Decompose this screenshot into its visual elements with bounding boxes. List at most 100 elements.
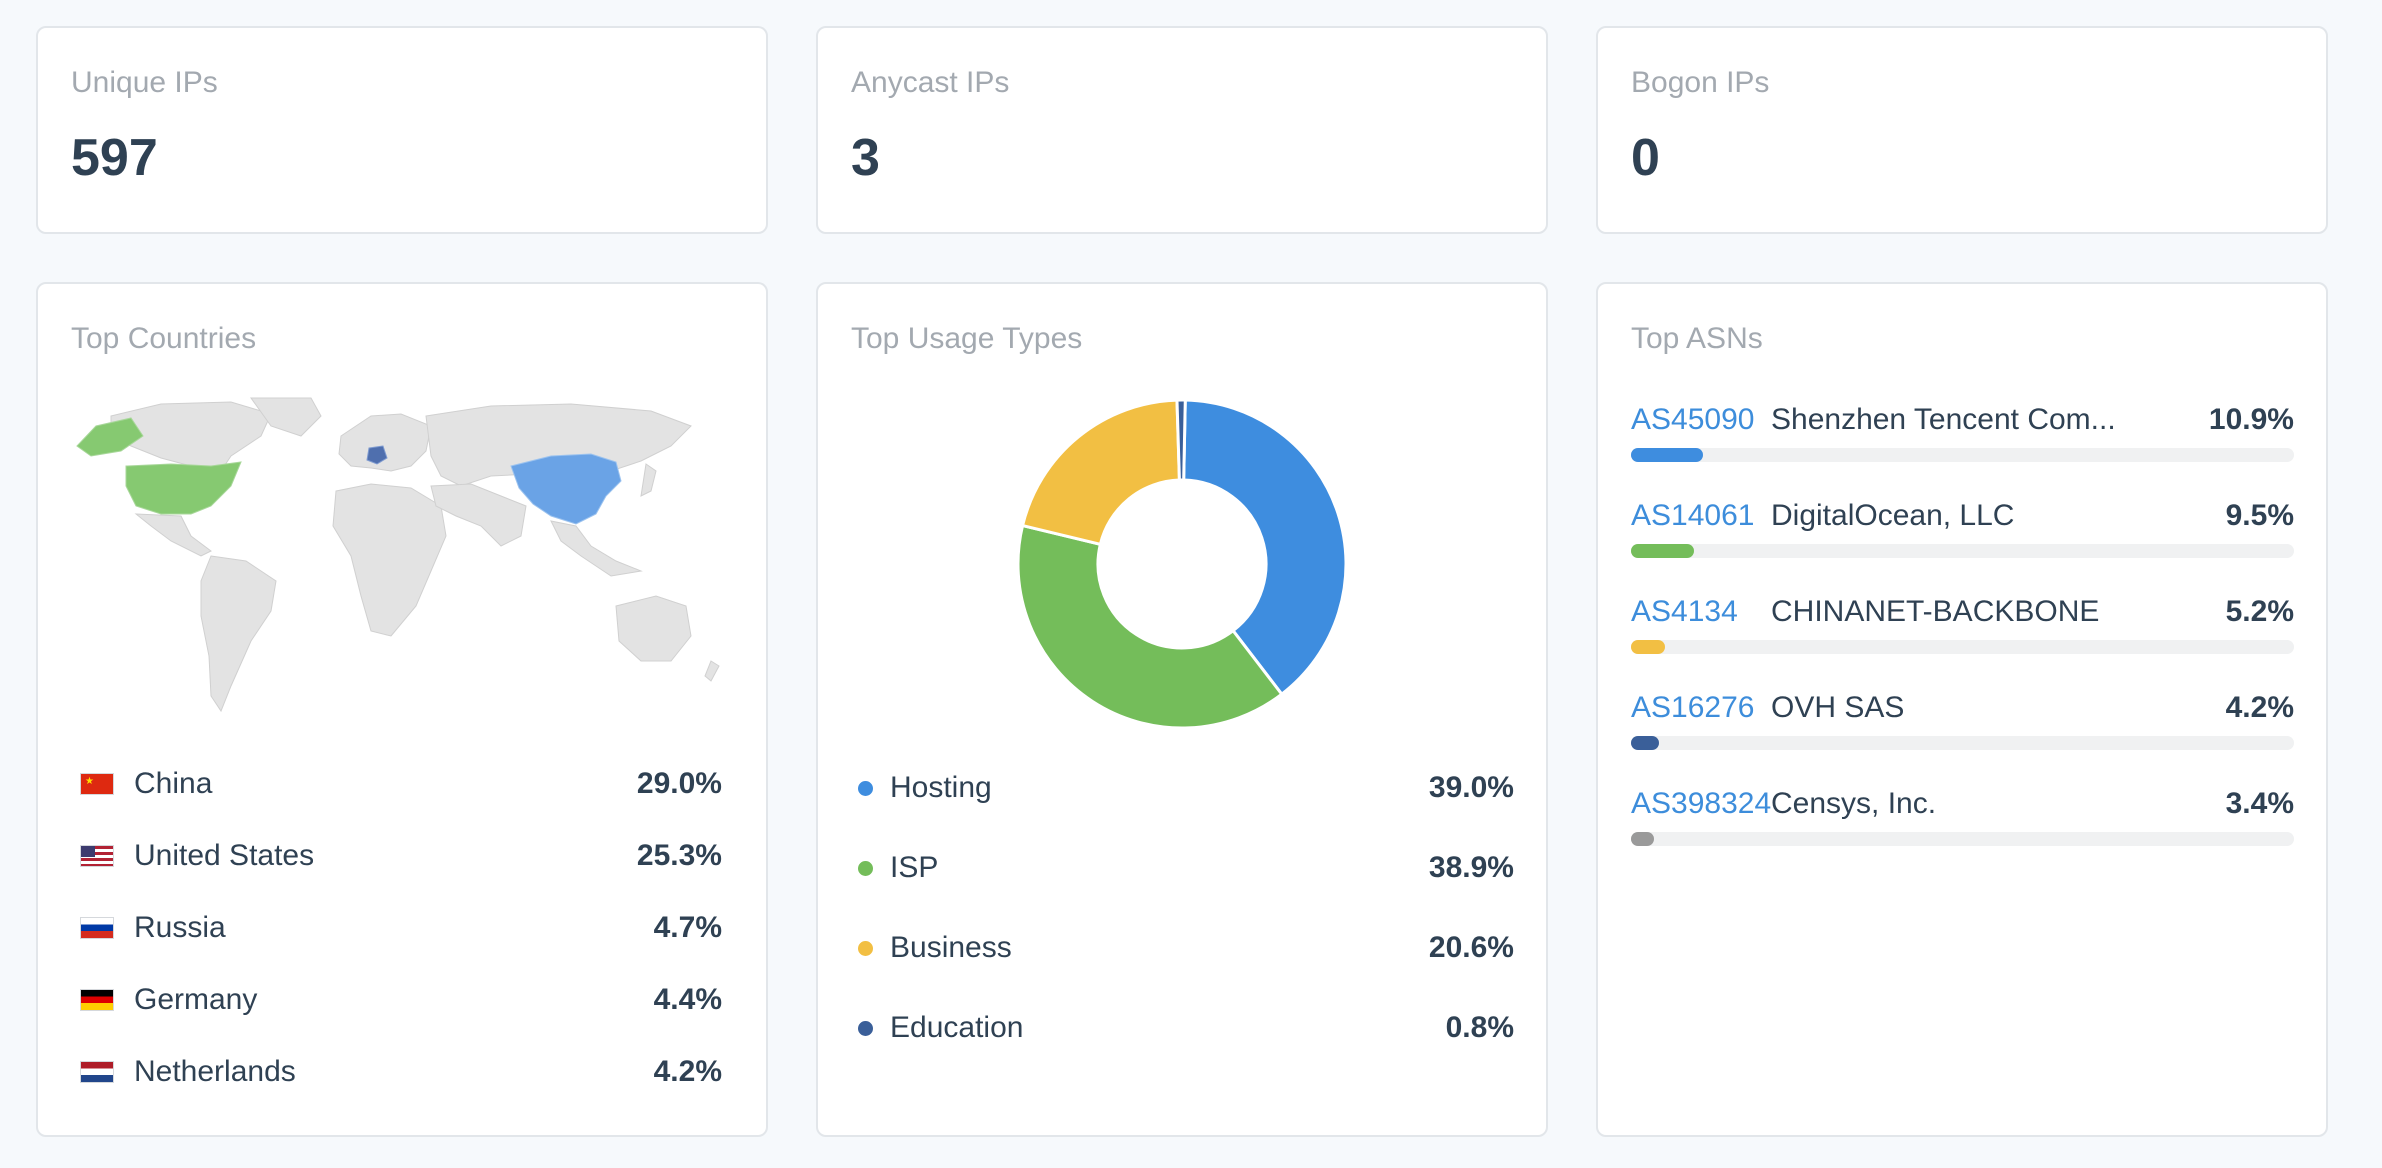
map-alaska — [76, 417, 144, 457]
asn-bar-fill — [1631, 640, 1666, 654]
country-pct: 25.3% — [636, 839, 722, 872]
stat-card-anycast-ips: Anycast IPs 3 — [816, 26, 1548, 234]
asn-pct: 10.9% — [2208, 403, 2294, 436]
asn-name: DigitalOcean, LLC — [1771, 499, 2015, 532]
asn-link[interactable]: AS4134 — [1631, 595, 1738, 628]
map-new-zealand — [704, 660, 720, 682]
donut-slice-education[interactable] — [1175, 398, 1187, 482]
map-mexico — [134, 513, 212, 557]
card-title: Top ASNs — [1631, 322, 1763, 355]
top-asns-card: Top ASNs AS45090 Shenzhen Tencent Com...… — [1596, 282, 2328, 1137]
country-name: Germany — [134, 983, 258, 1016]
country-pct: 29.0% — [636, 767, 722, 800]
top-countries-card: Top Countries ★ — [36, 282, 768, 1137]
usage-name: Business — [890, 931, 1012, 964]
country-row-netherlands[interactable]: Netherlands 4.2% — [80, 1052, 722, 1092]
flag-china-icon: ★ — [80, 773, 114, 795]
usage-donut-chart[interactable] — [1012, 394, 1352, 734]
usage-name: Hosting — [890, 771, 992, 804]
asn-row: AS14061 DigitalOcean, LLC 9.5% — [1631, 496, 2294, 566]
asn-bar-track — [1631, 736, 2294, 750]
country-row-china[interactable]: ★ China 29.0% — [80, 764, 722, 804]
world-map[interactable] — [71, 396, 741, 726]
stat-label: Anycast IPs — [851, 66, 1010, 99]
flag-germany-icon — [80, 989, 114, 1011]
legend-dot — [858, 1020, 873, 1036]
country-pct: 4.7% — [653, 911, 722, 944]
asn-bar-fill — [1631, 448, 1704, 462]
map-china — [510, 453, 622, 525]
legend-dot — [858, 780, 873, 796]
asn-name: Censys, Inc. — [1771, 787, 1937, 820]
asn-pct: 5.2% — [2225, 595, 2294, 628]
donut-slice-isp[interactable] — [1016, 523, 1284, 730]
card-title: Top Countries — [71, 322, 257, 355]
asn-row: AS16276 OVH SAS 4.2% — [1631, 688, 2294, 758]
asn-bar-track — [1631, 448, 2294, 462]
usage-pct: 0.8% — [1445, 1011, 1514, 1044]
map-germany — [366, 445, 388, 465]
flag-us-icon — [80, 845, 114, 867]
asn-bar-track — [1631, 832, 2294, 846]
usage-row-business[interactable]: Business 20.6% — [858, 928, 1514, 968]
donut-slice-business[interactable] — [1020, 398, 1181, 547]
country-name: Netherlands — [134, 1055, 296, 1088]
asn-name: Shenzhen Tencent Com... — [1771, 403, 2116, 436]
usage-row-education[interactable]: Education 0.8% — [858, 1008, 1514, 1048]
asn-row: AS45090 Shenzhen Tencent Com... 10.9% — [1631, 400, 2294, 470]
usage-name: Education — [890, 1011, 1024, 1044]
stat-value: 597 — [71, 129, 158, 187]
map-middle-east — [430, 483, 527, 547]
country-row-germany[interactable]: Germany 4.4% — [80, 980, 722, 1020]
usage-pct: 20.6% — [1428, 931, 1514, 964]
flag-russia-icon — [80, 917, 114, 939]
asn-bar-fill — [1631, 544, 1694, 558]
country-name: United States — [134, 839, 315, 872]
map-greenland — [250, 397, 322, 437]
asn-link[interactable]: AS45090 — [1631, 403, 1755, 436]
asn-link[interactable]: AS16276 — [1631, 691, 1755, 724]
stat-card-bogon-ips: Bogon IPs 0 — [1596, 26, 2328, 234]
asn-bar-fill — [1631, 832, 1654, 846]
top-usage-types-card: Top Usage Types Hosting 39.0% ISP 38.9% … — [816, 282, 1548, 1137]
usage-pct: 39.0% — [1428, 771, 1514, 804]
legend-dot — [858, 940, 873, 956]
map-europe — [338, 413, 432, 472]
map-se-asia — [550, 520, 643, 577]
stat-value: 0 — [1631, 129, 1660, 187]
country-row-russia[interactable]: Russia 4.7% — [80, 908, 722, 948]
flag-netherlands-icon — [80, 1061, 114, 1083]
asn-row: AS4134 CHINANET-BACKBONE 5.2% — [1631, 592, 2294, 662]
asn-row: AS398324 Censys, Inc. 3.4% — [1631, 784, 2294, 854]
asn-link[interactable]: AS14061 — [1631, 499, 1755, 532]
usage-pct: 38.9% — [1428, 851, 1514, 884]
stat-value: 3 — [851, 129, 880, 187]
stat-label: Unique IPs — [71, 66, 218, 99]
country-name: Russia — [134, 911, 226, 944]
asn-pct: 4.2% — [2225, 691, 2294, 724]
map-australia — [615, 595, 692, 662]
country-pct: 4.4% — [653, 983, 722, 1016]
stat-card-unique-ips: Unique IPs 597 — [36, 26, 768, 234]
legend-dot — [858, 860, 873, 876]
map-japan — [640, 463, 657, 497]
donut-slice-hosting[interactable] — [1182, 398, 1348, 697]
asn-name: CHINANET-BACKBONE — [1771, 595, 2100, 628]
asn-link[interactable]: AS398324 — [1631, 787, 1772, 820]
usage-row-hosting[interactable]: Hosting 39.0% — [858, 768, 1514, 808]
asn-bar-fill — [1631, 736, 1659, 750]
usage-row-isp[interactable]: ISP 38.9% — [858, 848, 1514, 888]
country-name: China — [134, 767, 213, 800]
country-row-united-states[interactable]: United States 25.3% — [80, 836, 722, 876]
asn-bar-track — [1631, 640, 2294, 654]
map-usa — [125, 461, 242, 515]
usage-name: ISP — [890, 851, 939, 884]
asn-name: OVH SAS — [1771, 691, 1905, 724]
asn-pct: 9.5% — [2225, 499, 2294, 532]
map-south-america — [200, 555, 277, 713]
stat-label: Bogon IPs — [1631, 66, 1770, 99]
asn-bar-track — [1631, 544, 2294, 558]
card-title: Top Usage Types — [851, 322, 1083, 355]
country-pct: 4.2% — [653, 1055, 722, 1088]
asn-pct: 3.4% — [2225, 787, 2294, 820]
